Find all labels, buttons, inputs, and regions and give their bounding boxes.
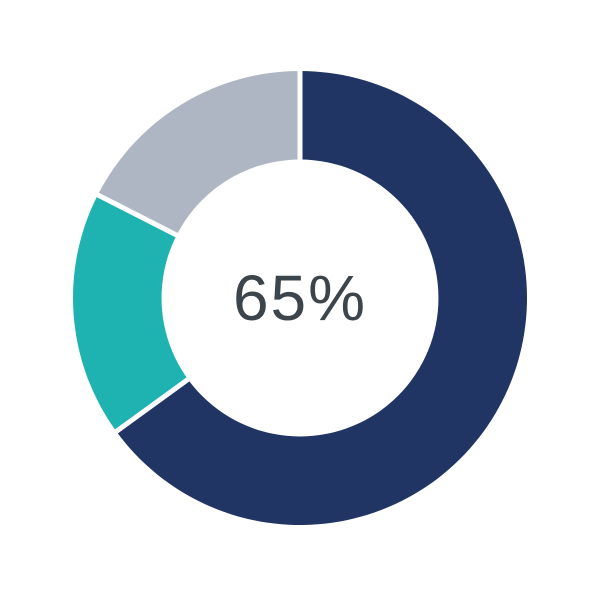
donut-hole: [161, 159, 439, 437]
